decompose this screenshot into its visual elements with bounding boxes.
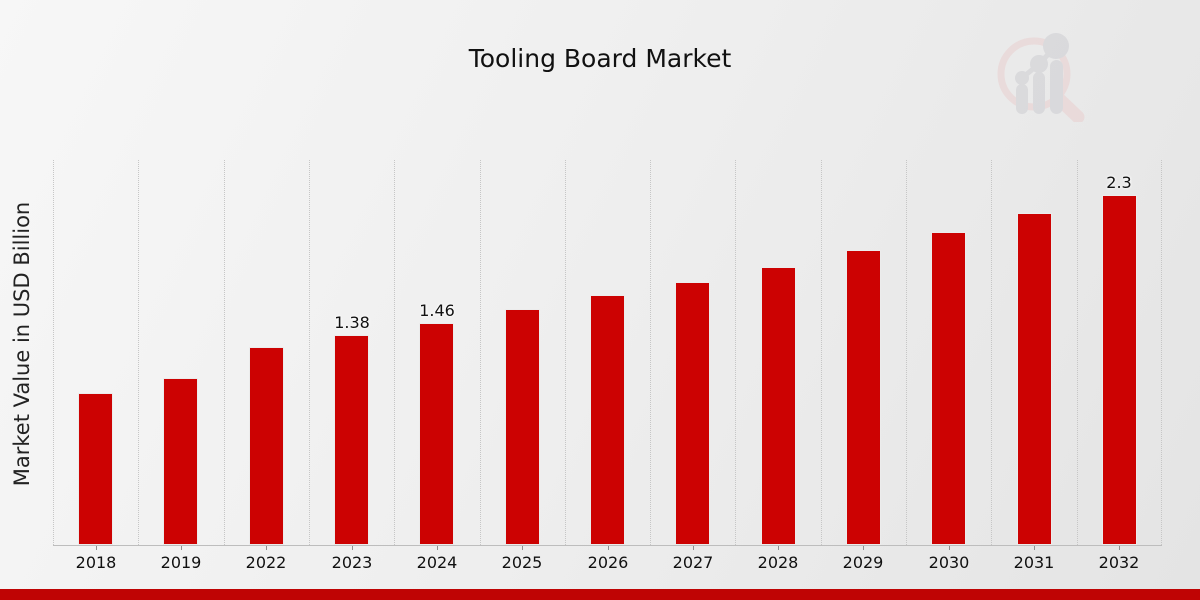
x-tick-label-2032: 2032 [1098, 553, 1140, 572]
bar-2029 [846, 250, 881, 545]
bar-2022 [249, 347, 284, 545]
gridline [650, 160, 651, 545]
x-tick-label-2026: 2026 [587, 553, 629, 572]
x-axis-tick [863, 546, 864, 550]
bar-2031 [1017, 213, 1052, 545]
bar-2027 [675, 282, 710, 545]
x-tick-label-2025: 2025 [501, 553, 543, 572]
plot-area: 2018 2019 2022 1.38 2023 1.46 2024 2025 2026 2027… [53, 160, 1162, 572]
x-axis-tick [96, 546, 97, 550]
bar-2024 [419, 323, 454, 545]
x-tick-label-2018: 2018 [75, 553, 117, 572]
gridline [138, 160, 139, 545]
x-tick-label-2031: 2031 [1013, 553, 1055, 572]
x-axis-tick [778, 546, 779, 550]
x-tick-label-2027: 2027 [672, 553, 714, 572]
magnifier-bar-chart-logo-icon [997, 33, 1085, 122]
gridline [565, 160, 566, 545]
x-tick-label-2022: 2022 [245, 553, 287, 572]
bar-2030 [931, 232, 966, 545]
chart-title: Tooling Board Market [468, 44, 732, 73]
bar-2025 [505, 309, 540, 545]
bar-2032 [1102, 195, 1137, 545]
bar-value-label-2032: 2.3 [1106, 173, 1132, 192]
x-axis-tick [522, 546, 523, 550]
gridline [1161, 160, 1162, 545]
x-axis-tick [266, 546, 267, 550]
gridline [1077, 160, 1078, 545]
x-axis-tick [693, 546, 694, 550]
gridline [480, 160, 481, 545]
x-axis-tick [1119, 546, 1120, 550]
bar-2023 [334, 335, 369, 545]
x-axis-tick [1034, 546, 1035, 550]
gridline [821, 160, 822, 545]
x-axis-tick [437, 546, 438, 550]
bar-2019 [163, 378, 198, 545]
bar-value-label-2024: 1.46 [419, 301, 455, 320]
gridline [309, 160, 310, 545]
bar-2026 [590, 295, 625, 545]
x-tick-label-2023: 2023 [331, 553, 373, 572]
x-axis-tick [608, 546, 609, 550]
gridline [991, 160, 992, 545]
x-tick-label-2019: 2019 [160, 553, 202, 572]
x-axis-tick [949, 546, 950, 550]
gridline [53, 160, 54, 545]
bar-2028 [761, 267, 796, 545]
x-axis-tick [181, 546, 182, 550]
x-tick-label-2029: 2029 [842, 553, 884, 572]
gridline [224, 160, 225, 545]
gridline [906, 160, 907, 545]
y-axis-label: Market Value in USD Billion [10, 201, 34, 487]
x-axis-tick [352, 546, 353, 550]
footer-accent-band [0, 589, 1200, 600]
gridline [394, 160, 395, 545]
x-tick-label-2024: 2024 [416, 553, 458, 572]
x-tick-label-2030: 2030 [928, 553, 970, 572]
bar-2018 [78, 393, 113, 545]
gridline [735, 160, 736, 545]
bar-value-label-2023: 1.38 [334, 313, 370, 332]
x-tick-label-2028: 2028 [757, 553, 799, 572]
